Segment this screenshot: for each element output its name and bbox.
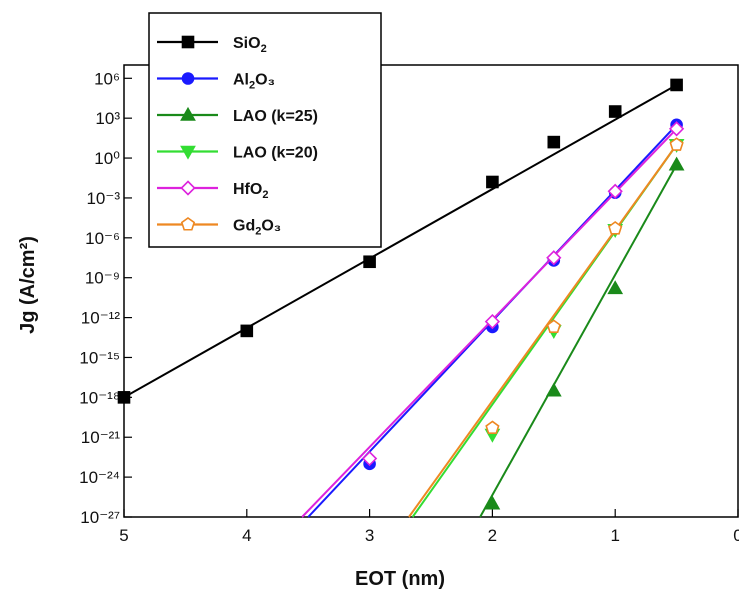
data-point (546, 319, 561, 333)
y-tick-label: 10⁻¹⁸ (79, 388, 120, 407)
data-point (484, 313, 501, 330)
data-point (668, 156, 685, 171)
legend-label: LAO (k=25) (233, 108, 318, 125)
data-point (361, 450, 378, 467)
legend-label: HfO2 (233, 181, 268, 201)
x-tick-label: 0 (733, 526, 739, 545)
data-point (607, 280, 624, 295)
data-point (669, 137, 684, 151)
y-tick-label: 10⁻¹⁵ (79, 348, 120, 367)
series-0 (117, 78, 683, 404)
y-tick-label: 10⁻²⁷ (80, 508, 120, 527)
legend-label: Gd2O₃ (233, 218, 281, 238)
data-point (670, 78, 683, 92)
y-tick-label: 10⁰ (94, 149, 120, 168)
legend: SiO2 Al2O₃ LAO (k=25) LAO (k=20) HfO2 Gd2O₃ (148, 12, 382, 248)
y-tick-label: 10³ (95, 109, 120, 128)
series-5 (408, 137, 684, 518)
y-tick-label: 10⁻⁶ (85, 229, 120, 248)
axis-ticks: 5 4 3 2 1 0 10⁶ 10³ 10⁰ 10⁻³ 10⁻⁶ 10⁻⁹ 10⁻¹² 10⁻¹⁵ 10⁻… (79, 69, 739, 545)
data-point (608, 105, 622, 118)
x-tick-label: 2 (488, 526, 497, 545)
data-point (545, 382, 562, 397)
y-tick-label: 10⁻²¹ (81, 428, 121, 447)
data-point (486, 175, 499, 189)
legend-label: Al2O₃ (233, 72, 275, 92)
data-point (484, 495, 501, 510)
y-tick-label: 10⁻³ (86, 189, 120, 208)
x-axis-title: EOT (nm) (355, 568, 445, 590)
legend-marker (181, 72, 195, 85)
data-point (546, 250, 562, 266)
y-tick-label: 10⁻⁹ (85, 269, 120, 288)
x-tick-label: 4 (242, 526, 251, 545)
data-point (240, 324, 254, 338)
legend-label: SiO2 (233, 35, 267, 55)
series-layer (117, 78, 685, 518)
series-3 (411, 138, 685, 518)
series-2 (479, 156, 685, 518)
legend-marker (181, 35, 195, 49)
data-point (363, 255, 376, 269)
legend-marker (180, 180, 196, 196)
series-line (479, 164, 678, 518)
data-point (547, 135, 561, 149)
data-point (608, 221, 623, 235)
legend-label: LAO (k=20) (233, 145, 318, 162)
legend-marker (180, 106, 196, 121)
data-point (485, 420, 500, 434)
x-tick-label: 3 (365, 526, 374, 545)
plot-frame (123, 64, 739, 518)
series-line (123, 84, 678, 399)
data-point (668, 121, 685, 137)
legend-box (148, 12, 382, 248)
series-4 (301, 121, 685, 518)
y-tick-label: 10⁻¹² (81, 309, 121, 328)
legend-marker (180, 145, 196, 160)
y-tick-label: 10⁻²⁴ (79, 468, 120, 487)
y-tick-label: 10⁶ (94, 69, 120, 88)
x-tick-label: 1 (610, 526, 619, 545)
legend-marker (180, 217, 196, 231)
data-point (607, 183, 623, 199)
x-tick-label: 5 (119, 526, 128, 545)
data-point (117, 391, 131, 404)
series-line (408, 144, 678, 518)
y-axis-title: Jg (A/cm²) (17, 236, 39, 334)
